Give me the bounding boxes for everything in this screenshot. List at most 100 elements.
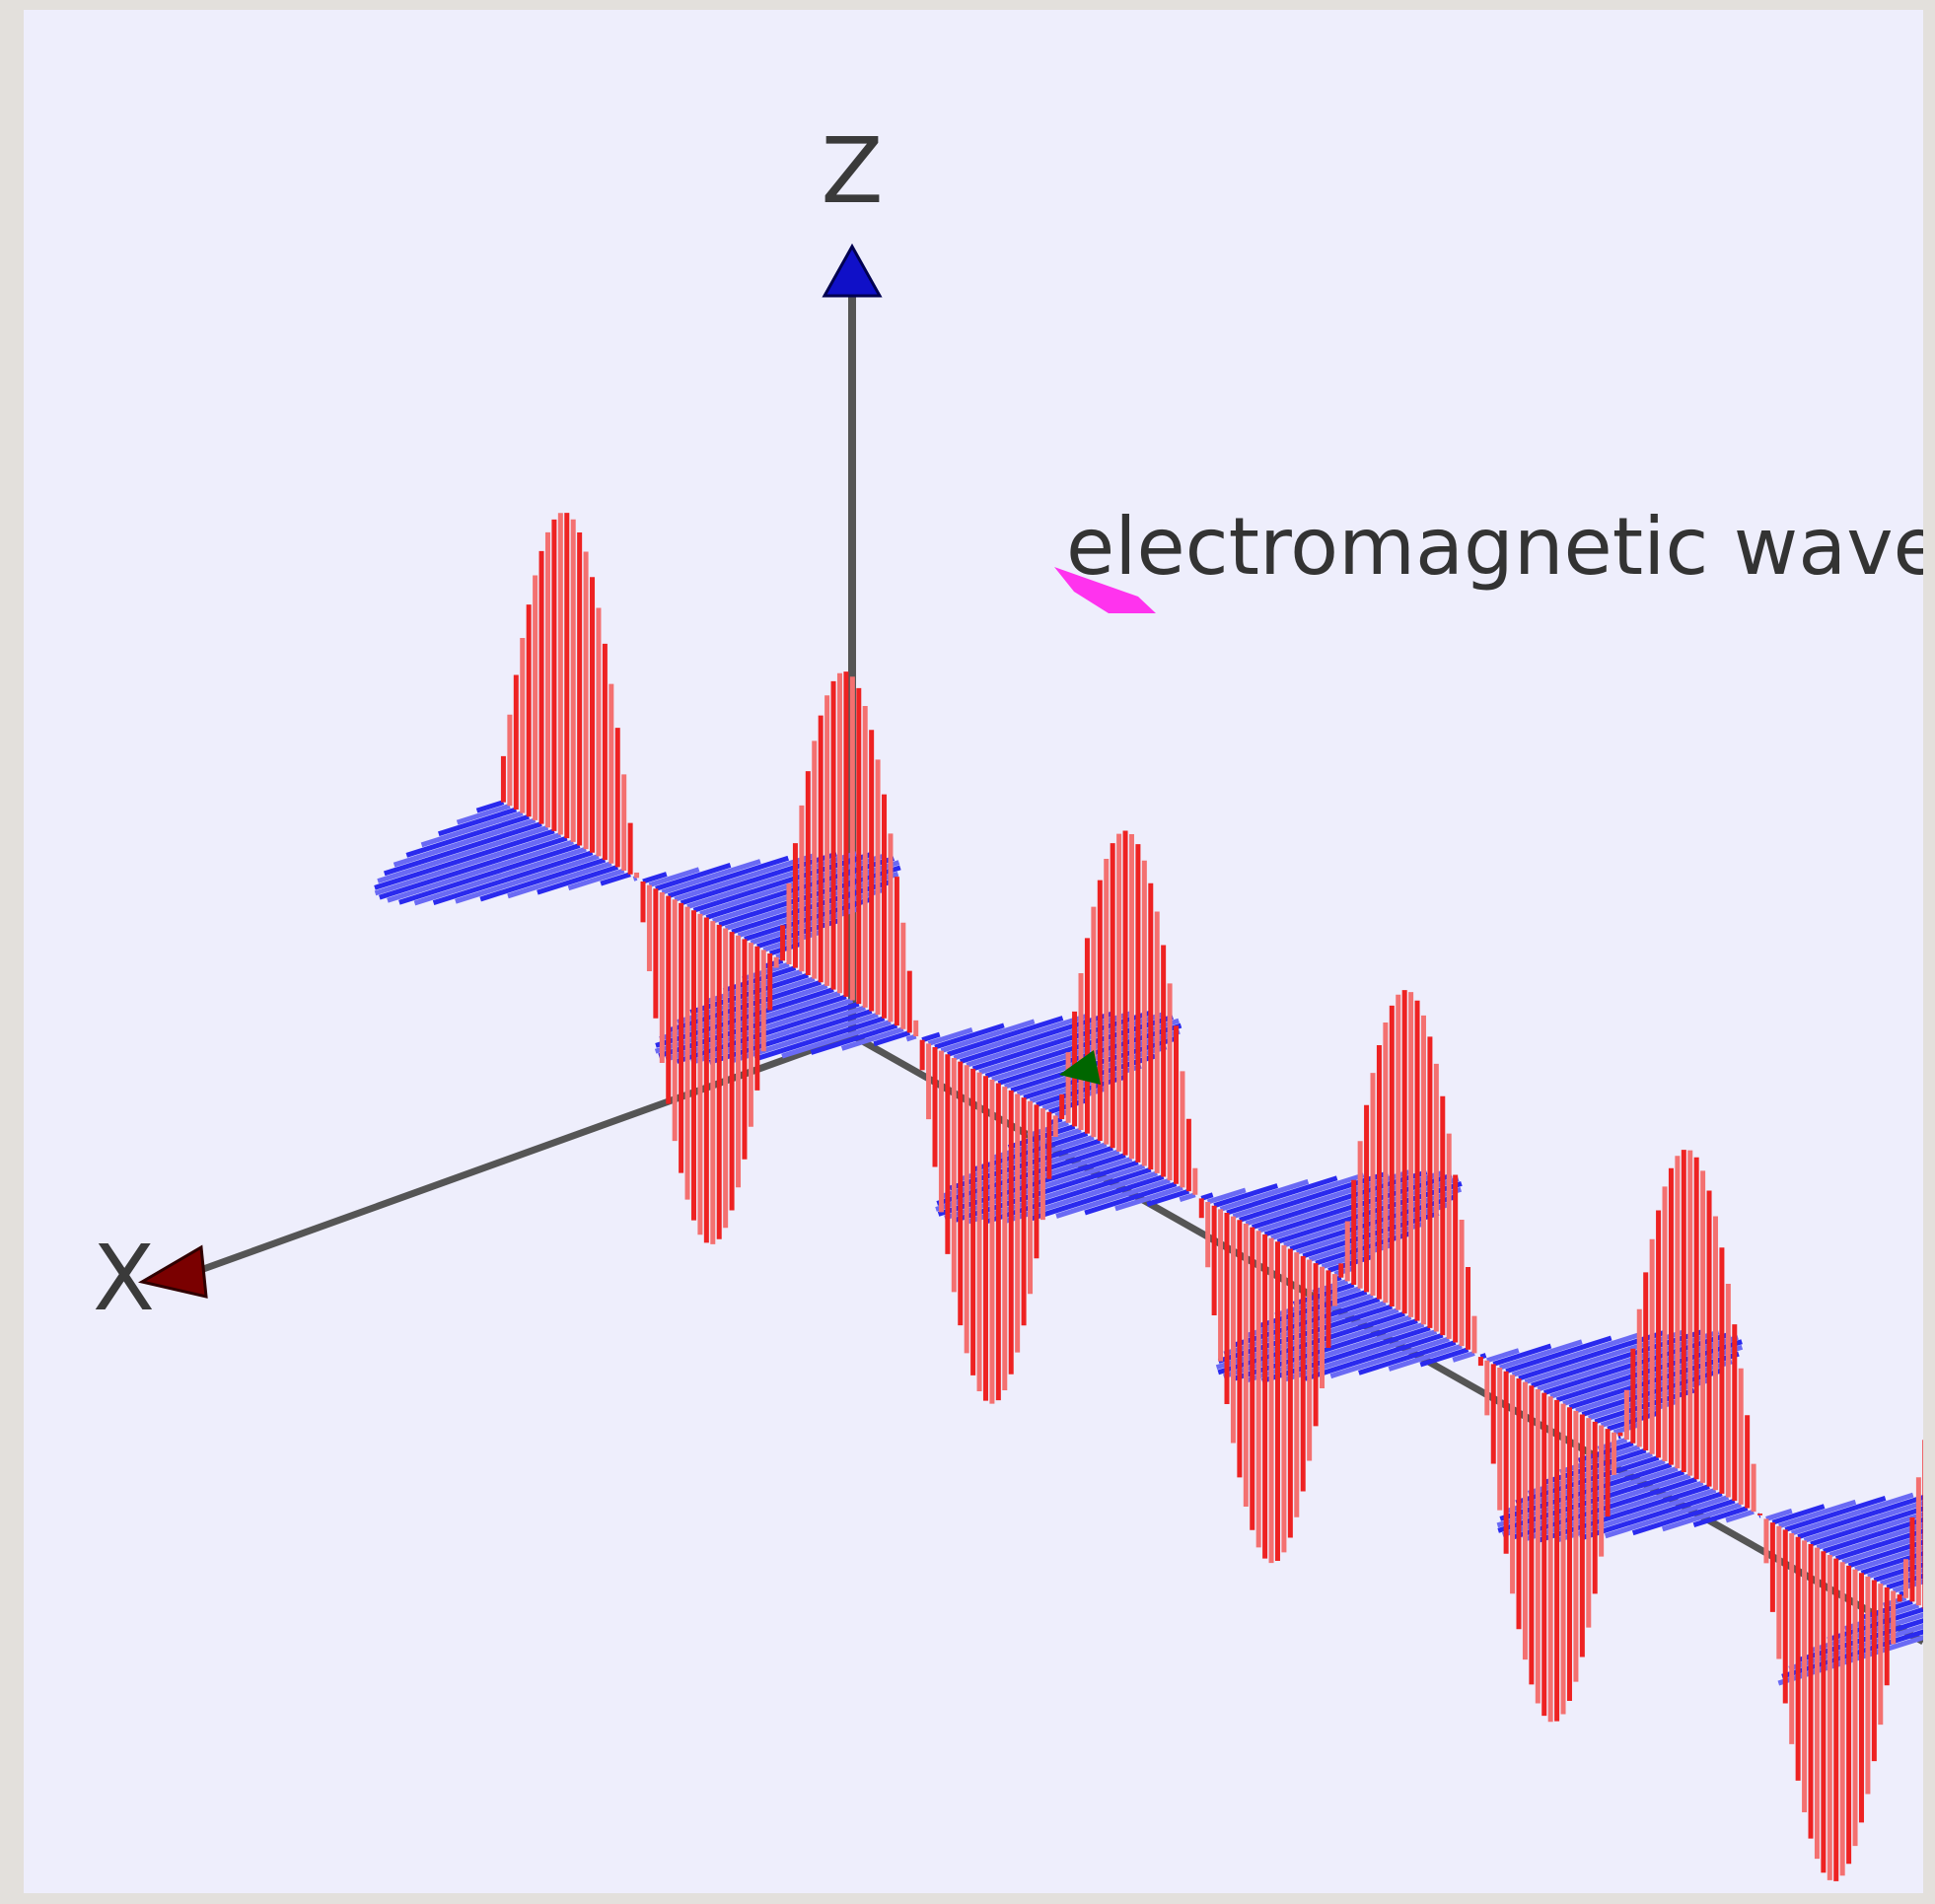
magnetic-field-stripe — [667, 855, 790, 898]
magnetic-field-stripe — [1219, 1178, 1310, 1212]
magnetic-field-stripe — [1511, 1332, 1640, 1377]
magnetic-field-stripe — [1226, 1175, 1338, 1216]
magnetic-field-stripe — [1873, 1562, 1923, 1583]
magnetic-field-stripe — [1358, 1340, 1457, 1375]
magnetic-field-stripe — [1213, 1183, 1278, 1209]
magnetic-field-stripe — [1631, 1498, 1736, 1536]
magnetic-field-stripe — [377, 824, 549, 884]
magnetic-field-stripe — [921, 1031, 941, 1043]
magnetic-field-stripe — [405, 813, 530, 858]
magnetic-field-stripe — [1661, 1502, 1742, 1532]
magnetic-field-stripe — [934, 1023, 1005, 1050]
magnetic-field-stripe — [1531, 1328, 1705, 1388]
magnetic-field-stripe — [905, 1033, 917, 1042]
magnetic-field-stripe — [1784, 1495, 1887, 1532]
magnetic-field-stripe — [1617, 1434, 1621, 1440]
magnetic-field-stripe — [537, 865, 619, 895]
magnetic-field-stripe — [661, 859, 761, 895]
magnetic-field-stripe — [1029, 1174, 1165, 1222]
electric-field-wave — [500, 513, 1923, 1881]
magnetic-field-stripe — [1778, 1499, 1857, 1529]
magnetic-field-stripe — [1499, 1462, 1673, 1521]
magnetic-field-stripe — [1206, 1187, 1247, 1205]
magnetic-field-stripe — [1847, 1539, 1923, 1569]
magnetic-field-stripe — [781, 1020, 892, 1059]
magnetic-field-stripe — [1146, 1188, 1190, 1207]
origin-marker-icon — [1059, 1050, 1101, 1085]
magnetic-field-stripe — [1452, 1351, 1475, 1363]
magnetic-field-stripe — [1505, 1335, 1612, 1375]
magnetic-field-stripe — [753, 1016, 886, 1062]
magnetic-field-stripe — [393, 817, 537, 868]
magnetic-field-stripe — [1055, 1177, 1171, 1219]
magnetic-field-stripe — [1823, 1516, 1923, 1554]
magnetic-field-stripe — [1816, 1512, 1923, 1551]
magnetic-field-stripe — [947, 1016, 1064, 1057]
magnetic-field-stripe — [1834, 1528, 1923, 1561]
magnetic-field-stripe — [1179, 1192, 1196, 1203]
magnetic-field-stripe — [692, 851, 874, 913]
magnetic-field-stripe — [1084, 1181, 1178, 1216]
magnetic-field-stripe — [1841, 1533, 1923, 1565]
magnetic-field-stripe — [1765, 1508, 1793, 1521]
magnetic-field-stripe — [1604, 1495, 1730, 1539]
magnetic-field-stripe — [632, 875, 638, 881]
magnetic-field-stripe — [953, 1013, 1090, 1061]
magnetic-field-stripe — [1333, 1265, 1354, 1277]
magnetic-field-stripe — [387, 839, 574, 903]
magnetic-field-stripe — [1419, 1347, 1469, 1368]
magnetic-field-stripe — [873, 1030, 911, 1047]
x-axis-label: X — [93, 1226, 155, 1331]
magnetic-field-stripe — [655, 863, 732, 891]
magnetic-field-stripe — [1245, 1169, 1410, 1227]
magnetic-field-stripe — [413, 846, 587, 906]
magnetic-field-stripe — [1239, 1170, 1389, 1223]
magnetic-field-stripe — [374, 832, 562, 896]
magnetic-field-stripe — [1803, 1500, 1923, 1543]
magnetic-field-stripe — [1860, 1550, 1923, 1576]
magnetic-field-stripe — [1771, 1504, 1826, 1525]
magnetic-field-stripe — [1232, 1172, 1365, 1220]
wave-direction-label: electromagnetic wave di — [1066, 501, 1923, 593]
magnetic-field-stripe — [567, 868, 625, 891]
magnetic-field-stripe — [1854, 1545, 1923, 1572]
magnetic-field-stripe — [507, 861, 612, 899]
arrow-marker-icon — [1054, 567, 1156, 613]
magnetic-field-stripe — [1114, 1185, 1183, 1212]
magnetic-field-stripe — [456, 803, 511, 825]
magnetic-field-stripe — [1498, 1339, 1583, 1371]
magnetic-field-stripe — [810, 1023, 898, 1055]
magnetic-field-stripe — [1725, 1509, 1755, 1523]
magnetic-field-stripe — [379, 835, 568, 900]
magnetic-field-stripe — [1492, 1343, 1552, 1367]
magnetic-field-stripe — [1810, 1506, 1923, 1547]
magnetic-field-stripe — [1790, 1492, 1914, 1536]
magnetic-field-stripe — [432, 850, 594, 906]
magnetic-field-stripe — [600, 872, 631, 886]
triangle-left-icon — [137, 1244, 208, 1299]
magnetic-field-stripe — [420, 811, 524, 848]
magnetic-field-stripe — [960, 1134, 1095, 1182]
magnetic-field-stripe — [1867, 1556, 1923, 1580]
magnetic-field-stripe — [840, 1026, 904, 1051]
magnetic-field-stripe — [1692, 1506, 1749, 1527]
triangle-up-icon — [822, 243, 883, 298]
magnetic-field-stripe — [1388, 1343, 1463, 1372]
magnetic-field-stripe — [1880, 1567, 1923, 1587]
magnetic-field-stripe — [1886, 1573, 1923, 1590]
magnetic-field-stripe — [705, 968, 803, 1005]
magnetic-field-stripe — [398, 843, 581, 905]
magnetic-field-stripe — [374, 828, 555, 890]
magnetic-field-stripe — [1522, 1480, 1704, 1542]
em-wave-diagram: Z X electromagnetic wave di — [93, 118, 1923, 1881]
magnetic-field-stripe — [1329, 1336, 1450, 1379]
magnetic-field-stripe — [648, 867, 700, 888]
magnetic-field-stripe — [927, 1026, 973, 1046]
magnetic-field-stripe — [674, 853, 815, 902]
magnetic-field-stripe — [1304, 1332, 1444, 1381]
magnetic-field-stripe — [1828, 1522, 1923, 1558]
magnetic-field-stripe — [475, 800, 505, 813]
magnetic-field-stripe — [642, 872, 668, 884]
magnetic-field-stripe — [1899, 1590, 1904, 1597]
